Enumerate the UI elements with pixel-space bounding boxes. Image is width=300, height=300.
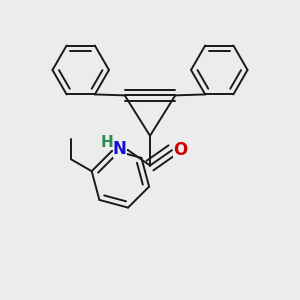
Text: O: O: [173, 141, 188, 159]
Text: H: H: [100, 135, 113, 150]
Text: N: N: [113, 140, 127, 158]
